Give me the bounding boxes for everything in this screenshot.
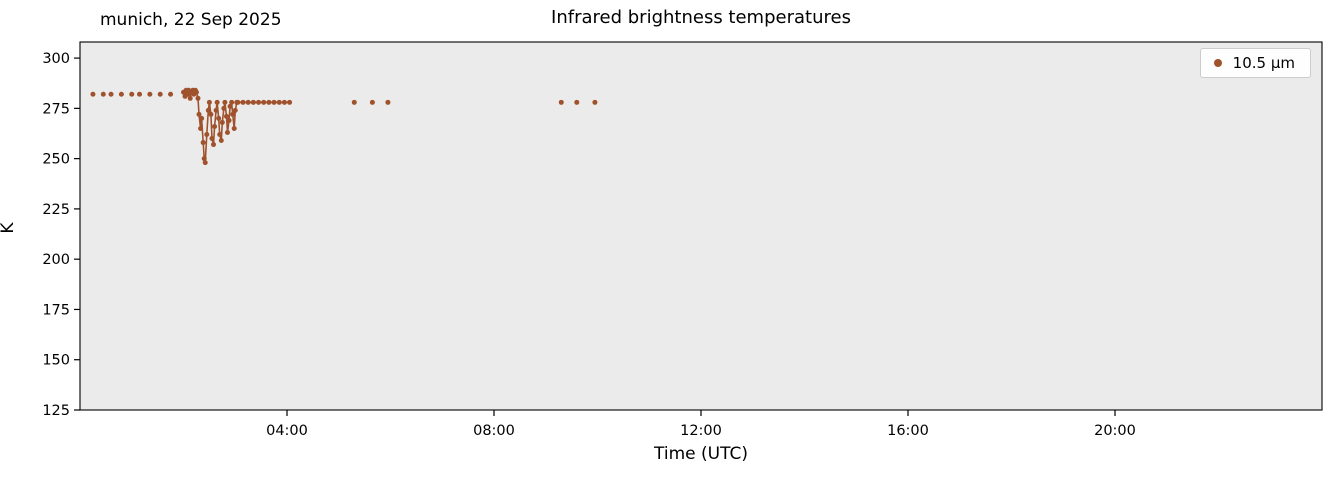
- svg-text:250: 250: [42, 152, 70, 168]
- chart-annotation: munich, 22 Sep 2025: [100, 10, 282, 30]
- svg-text:200: 200: [42, 252, 70, 268]
- svg-text:150: 150: [42, 353, 70, 369]
- legend-label: 10.5 µm: [1232, 54, 1295, 72]
- svg-text:12:00: 12:00: [680, 423, 722, 439]
- chart-title: Infrared brightness temperatures: [551, 7, 851, 28]
- svg-text:225: 225: [42, 202, 70, 218]
- svg-text:04:00: 04:00: [266, 423, 308, 439]
- svg-text:20:00: 20:00: [1094, 423, 1136, 439]
- svg-text:125: 125: [42, 403, 70, 419]
- svg-text:08:00: 08:00: [473, 423, 515, 439]
- y-axis-label: K: [0, 222, 18, 234]
- legend: 10.5 µm: [1199, 48, 1311, 78]
- svg-text:275: 275: [42, 101, 70, 117]
- x-axis-label: Time (UTC): [654, 444, 748, 464]
- svg-text:16:00: 16:00: [887, 423, 929, 439]
- legend-marker-dot: [1213, 59, 1222, 67]
- svg-text:175: 175: [42, 302, 70, 318]
- svg-text:300: 300: [42, 51, 70, 67]
